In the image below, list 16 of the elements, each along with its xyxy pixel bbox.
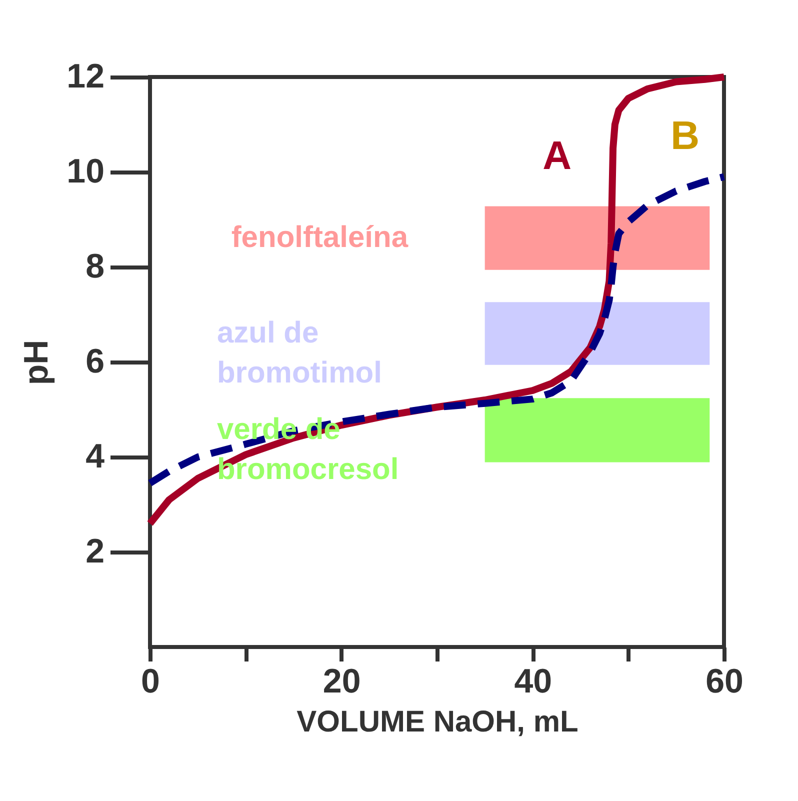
y-tick-label: 2: [86, 532, 104, 570]
y-axis-title: pH: [18, 340, 56, 386]
x-tick-label: 0: [141, 662, 160, 700]
x-axis-title: VOLUME NaOH, mL: [296, 706, 578, 738]
x-tick-label: 20: [322, 662, 361, 700]
y-tick-label: 4: [86, 438, 105, 476]
series-label: A: [542, 134, 572, 178]
y-tick-label: 12: [66, 58, 104, 96]
y-tick-label: 8: [86, 248, 104, 286]
y-tick-label: 6: [86, 342, 104, 380]
series-label: B: [670, 114, 700, 158]
band-label: verde de bromocresol: [216, 413, 399, 486]
x-tick-label: 60: [706, 662, 744, 700]
x-tick-label: 40: [514, 662, 552, 700]
y-tick-label: 10: [66, 152, 104, 190]
band-label: fenolftaleína: [231, 221, 408, 254]
